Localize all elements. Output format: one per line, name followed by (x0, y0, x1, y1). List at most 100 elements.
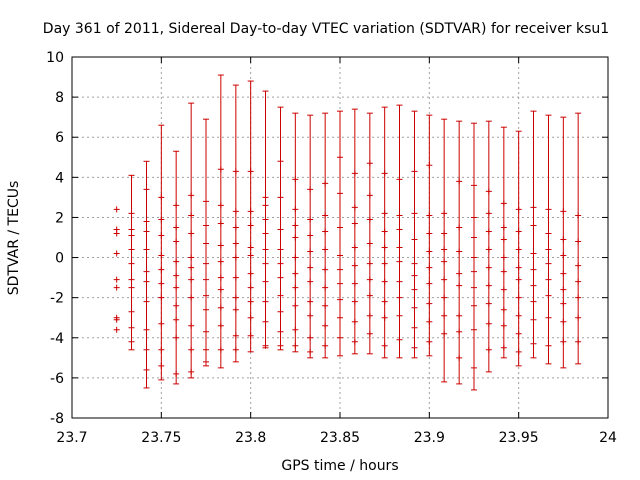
data-point (217, 202, 224, 209)
data-point (262, 194, 269, 201)
data-point (485, 264, 492, 271)
data-point (158, 266, 165, 273)
data-point (247, 298, 254, 305)
data-point (277, 226, 284, 233)
data-point (485, 210, 492, 217)
data-point (113, 206, 120, 213)
data-point (158, 216, 165, 223)
data-point (485, 300, 492, 307)
data-point (560, 338, 567, 345)
data-point (188, 230, 195, 237)
data-point (337, 266, 343, 273)
data-point (173, 316, 180, 323)
data-point (381, 278, 388, 285)
data-point (485, 346, 492, 353)
data-point (322, 284, 329, 291)
data-point (203, 346, 209, 353)
data-point (277, 308, 284, 315)
data-point (188, 264, 195, 271)
data-point (456, 328, 463, 335)
data-point (366, 160, 373, 167)
data-point (307, 278, 314, 285)
data-point (351, 262, 358, 269)
data-point (411, 236, 418, 243)
data-point (188, 192, 195, 199)
data-point (471, 214, 477, 221)
data-point (232, 208, 239, 215)
data-point (337, 190, 343, 197)
data-point (426, 162, 433, 169)
data-point (381, 314, 388, 321)
data-point (381, 298, 388, 305)
data-point (262, 202, 269, 209)
data-point (530, 282, 537, 289)
data-point (247, 222, 254, 229)
data-point (247, 252, 254, 259)
chart-title: Day 361 of 2011, Sidereal Day-to-day VTE… (43, 21, 609, 37)
data-point (292, 206, 299, 213)
data-point (158, 194, 165, 201)
data-point (441, 210, 448, 217)
data-point (515, 312, 522, 319)
data-point (515, 294, 522, 301)
data-point (456, 282, 463, 289)
data-point (217, 274, 224, 281)
data-point (545, 230, 552, 237)
data-point (173, 202, 180, 209)
data-point (381, 228, 388, 235)
data-point (128, 210, 135, 217)
x-tick-label: 23.95 (499, 430, 539, 446)
data-point (575, 238, 582, 245)
data-point (351, 280, 358, 287)
data-point (158, 362, 165, 369)
data-point (351, 170, 358, 177)
data-point (307, 216, 314, 223)
data-point (530, 250, 537, 257)
data-point (530, 340, 537, 347)
y-tick-label: 4 (55, 170, 64, 186)
data-point (247, 168, 254, 175)
data-point (232, 168, 239, 175)
data-point (411, 210, 418, 217)
data-point (113, 276, 120, 283)
data-point (366, 276, 373, 283)
data-point (500, 236, 507, 243)
data-point (188, 212, 195, 219)
data-point (411, 272, 418, 279)
data-point (560, 236, 567, 243)
data-point (188, 294, 195, 301)
data-point (396, 226, 403, 233)
data-point (217, 166, 224, 173)
data-point (366, 216, 373, 223)
data-point (530, 204, 537, 211)
data-point (545, 292, 552, 299)
data-point (322, 212, 329, 219)
data-point (411, 344, 418, 351)
data-point (143, 246, 150, 253)
data-point (545, 314, 552, 321)
data-point (545, 246, 552, 253)
data-point (500, 200, 507, 207)
data-point (366, 260, 373, 267)
data-point (366, 192, 373, 199)
data-point (485, 246, 492, 253)
y-tick-label: 6 (55, 130, 64, 146)
data-point (500, 254, 507, 261)
data-point (441, 330, 448, 337)
data-point (381, 170, 388, 177)
data-point (188, 254, 195, 261)
y-tick-label: 10 (46, 50, 64, 66)
data-point (128, 260, 135, 267)
axis-ticks (71, 56, 609, 419)
data-point (500, 286, 507, 293)
data-point (515, 228, 522, 235)
data-point (158, 346, 165, 353)
data-point (471, 182, 477, 189)
data-point (158, 294, 165, 301)
data-point (471, 326, 477, 333)
data-point (128, 284, 135, 291)
data-point (545, 276, 552, 283)
x-tick-label: 23.7 (56, 430, 87, 446)
data-point (292, 270, 299, 277)
data-point (232, 254, 239, 261)
